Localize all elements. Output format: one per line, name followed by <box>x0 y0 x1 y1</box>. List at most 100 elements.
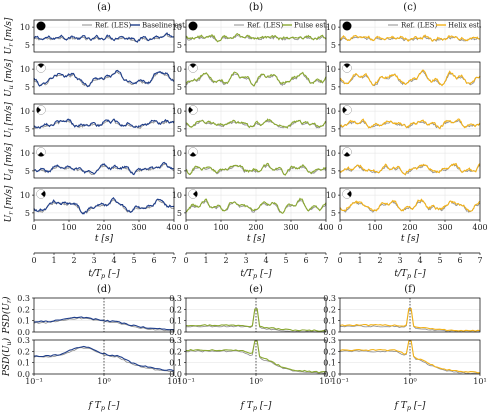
x-tick-label: 300 <box>131 223 146 232</box>
y-tick-label: 0.2 <box>323 305 336 314</box>
secondary-tick-label: 3 <box>91 256 96 265</box>
y-tick-label: 10 <box>172 149 182 158</box>
x-tick-label: 10⁰ <box>249 377 262 386</box>
y-tick-label: 0.1 <box>169 359 182 368</box>
x-tick-label: 200 <box>248 223 263 232</box>
y-tick-label: 5 <box>25 209 30 218</box>
x-tick-label: 10⁰ <box>403 377 416 386</box>
disc-sector-icon <box>37 63 45 68</box>
series-ref-line <box>33 119 175 129</box>
y-tick-label: 0.3 <box>323 336 336 345</box>
panel-top-0-0: 5 10 Ur [m/s] <box>4 17 175 54</box>
x-tick-label: 100 <box>367 223 382 232</box>
legend-helix: Ref. (LES) Helix est. <box>388 22 482 30</box>
disc-sector-icon <box>189 63 197 68</box>
rotor-region-icon <box>188 105 198 115</box>
y-tick-label: 5 <box>25 125 30 134</box>
panel-label-c: (c) <box>403 2 417 13</box>
secondary-tick-label: 5 <box>437 256 442 265</box>
panel-top-0-3: 5 10 Ud [m/s] <box>4 143 175 181</box>
legend-baseline: Ref. (LES) Baseline est. <box>82 22 187 30</box>
y-tick-label: 0.0 <box>169 370 182 379</box>
x-tick-label: 10⁻¹ <box>25 377 43 386</box>
y-tick-label: 0.2 <box>17 347 30 356</box>
y-tick-label: 10 <box>20 191 30 200</box>
series-estimate-line <box>33 32 175 43</box>
secondary-tick-label: 7 <box>477 256 482 265</box>
y-tick-label: 10 <box>326 23 336 32</box>
axes-frame <box>33 19 175 53</box>
x-tick-label: 10¹ <box>319 377 332 386</box>
x-axis-label: t [s] <box>95 234 114 244</box>
panel-psd-0-1: 0.0 0.1 0.2 0.3 PSD(Uu) 10⁻¹ 10⁰ 10¹ <box>1 336 181 386</box>
y-axis-label: Ud [m/s] <box>4 143 15 181</box>
panel-top-2-2: 5 10 <box>326 103 481 137</box>
secondary-tick-label: 5 <box>283 256 288 265</box>
psd-ref-line <box>339 308 481 333</box>
rotor-region-icon <box>36 147 46 157</box>
disc-sector-icon <box>347 190 352 198</box>
y-tick-label: 10 <box>326 191 336 200</box>
panel-top-1-1: 5 10 <box>172 61 327 95</box>
axes-frame <box>185 19 327 53</box>
panel-top-2-0: 5 10 <box>326 19 481 53</box>
series-estimate-line <box>185 162 327 176</box>
y-tick-label: 5 <box>177 167 182 176</box>
secondary-tick-label: 2 <box>377 256 382 265</box>
x-tick-label: 10⁰ <box>97 377 110 386</box>
x-axis-label: t [s] <box>401 234 420 244</box>
disc-sector-icon <box>189 152 197 157</box>
rotor-region-icon <box>342 189 352 199</box>
series-estimate-line <box>339 118 481 130</box>
panel-top-2-3: 5 10 <box>326 145 481 179</box>
rotor-region-icon <box>342 147 352 157</box>
secondary-tick-label: 3 <box>243 256 248 265</box>
secondary-tick-label: 4 <box>417 256 422 265</box>
y-tick-label: 10 <box>326 65 336 74</box>
x-tick-label: 400 <box>472 223 487 232</box>
y-tick-label: 0.2 <box>169 305 182 314</box>
panel-psd-2-1: 0.0 0.1 0.2 0.3 10⁻¹ 10⁰ 10¹ <box>323 336 486 386</box>
y-tick-label: 5 <box>331 83 336 92</box>
disc-sector-icon <box>343 152 351 157</box>
y-axis-label: PSD(Ur) <box>1 296 13 335</box>
secondary-tick-label: 0 <box>31 256 36 265</box>
secondary-time-axis: 0 1 2 3 4 5 6 7 t/Tp [–] <box>183 252 329 280</box>
x-tick-label: 200 <box>96 223 111 232</box>
axes-frame <box>185 297 327 333</box>
y-tick-label: 10 <box>172 65 182 74</box>
secondary-tick-label: 6 <box>151 256 156 265</box>
y-tick-label: 0.3 <box>323 294 336 303</box>
y-tick-label: 0.2 <box>169 347 182 356</box>
y-tick-label: 0.1 <box>17 317 30 326</box>
rotor-region-icon <box>188 189 198 199</box>
legend-pulse: Ref. (LES) Pulse est. <box>234 22 328 30</box>
y-tick-label: 10 <box>326 149 336 158</box>
y-tick-label: 10 <box>172 191 182 200</box>
x-tick-label: 300 <box>437 223 452 232</box>
y-axis-label: Ur [m/s] <box>4 17 15 54</box>
secondary-tick-label: 4 <box>111 256 116 265</box>
secondary-time-axis: 0 1 2 3 4 5 6 7 t/Tp [–] <box>31 252 177 280</box>
legend-est-label: Pulse est. <box>294 22 328 30</box>
y-tick-label: 0.3 <box>169 294 182 303</box>
x-tick-label: 0 <box>183 223 188 232</box>
panel-psd-1-0: 0.0 0.1 0.2 0.3 <box>169 294 327 337</box>
x-tick-label: 400 <box>166 223 181 232</box>
legend-ref-label: Ref. (LES) <box>401 22 437 30</box>
y-tick-label: 0.1 <box>169 317 182 326</box>
secondary-tick-label: 1 <box>51 256 56 265</box>
rotor-region-icon <box>342 21 352 31</box>
panel-psd-0-0: 0.0 0.1 0.2 0.3 PSD(Ur) <box>1 294 175 337</box>
secondary-axis-label: t/Tp [–] <box>88 269 120 280</box>
y-axis-label: Uu [m/s] <box>4 59 15 97</box>
rotor-region-icon <box>188 21 198 31</box>
x-tick-label: 100 <box>61 223 76 232</box>
panel-label-a: (a) <box>97 2 111 13</box>
panel-top-1-3: 5 10 <box>172 145 327 179</box>
panel-psd-2-0: 0.0 0.1 0.2 0.3 <box>323 294 481 337</box>
x-tick-label: 10⁻¹ <box>177 377 195 386</box>
series-estimate-line <box>33 196 175 215</box>
